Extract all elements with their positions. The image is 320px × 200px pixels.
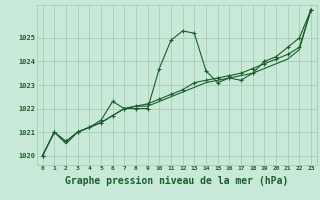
X-axis label: Graphe pression niveau de la mer (hPa): Graphe pression niveau de la mer (hPa) bbox=[65, 176, 288, 186]
